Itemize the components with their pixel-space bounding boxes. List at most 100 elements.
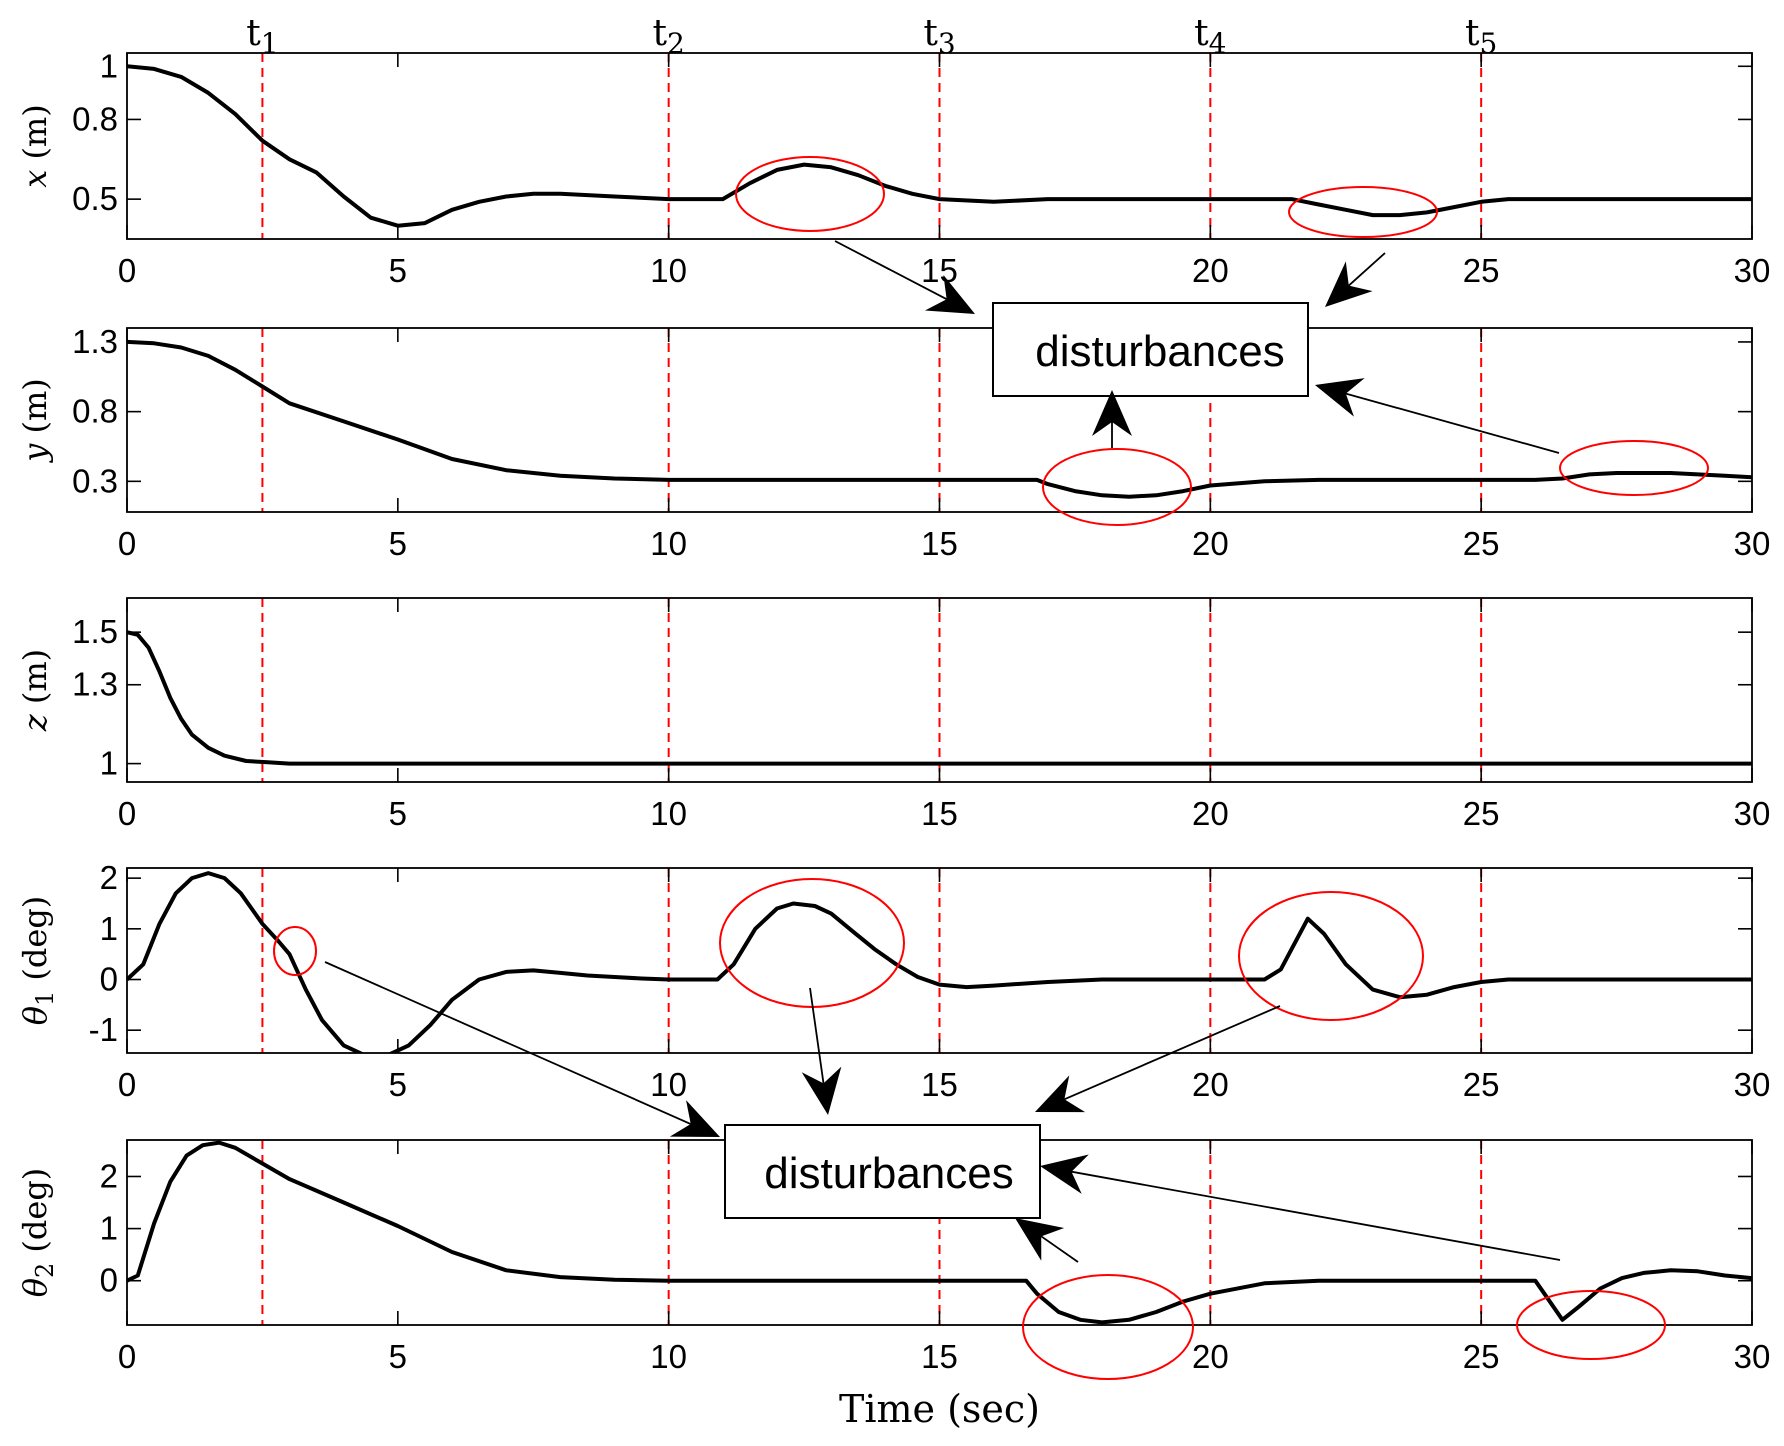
x-tick-label: 25 [1463,1066,1500,1103]
y-label-unit: (m) [16,104,54,169]
x-tick-label: 25 [1463,252,1500,289]
disturbance-ellipse [1238,891,1424,1021]
arrow-head [1315,378,1365,417]
vline-label-sub: 3 [938,27,956,60]
x-tick-label: 30 [1734,252,1771,289]
vline-label-t4: t4 [1194,13,1226,60]
x-tick-label: 5 [389,252,407,289]
arrow-shaft [324,961,692,1125]
x-tick-label: 25 [1463,525,1500,562]
y-tick-label: 1 [100,745,118,782]
disturbance-ellipse [1559,440,1709,496]
disturbance-ellipse [735,156,885,232]
arrow-head [1092,390,1132,436]
annotation-arrow [801,987,842,1115]
x-tick-label: 0 [118,795,136,832]
y-tick-label: 1 [100,910,118,947]
x-tick-label: 5 [389,1338,407,1375]
vline-label-base: t [1465,13,1480,54]
x-tick-label: 0 [118,1066,136,1103]
y-axis-label: x (m) [16,104,54,188]
x-tick-label: 20 [1192,1066,1229,1103]
x-tick-label: 5 [389,525,407,562]
disturbance-ellipse [273,926,317,976]
arrow-head [669,1100,720,1137]
y-axis-label: y (m) [16,378,54,464]
panel-1: 0 5 10 15 20 25 30 1 0.8 0.5 x (m) [16,47,1770,289]
y-label-unit: (deg) [16,1168,54,1263]
annotation-arrow [324,961,720,1137]
series-line [127,871,1752,1053]
arrow-head [1035,1075,1086,1113]
series-line [127,339,1752,499]
x-tick-label: 0 [118,525,136,562]
panel-2: 0 5 10 15 20 25 30 1.3 0.8 0.3 y (m) [16,323,1770,562]
y-tick-label: 2 [100,859,118,896]
vline-label-base: t [923,13,938,54]
vline-labels: t1 t2 t3 t4 t5 [246,13,1497,60]
x-tick-label: 30 [1734,1338,1771,1375]
disturbance-ellipse [1042,448,1192,526]
annotation-arrow [834,240,975,314]
vline-label-t1: t1 [246,13,278,60]
disturbances-label-1: disturbances [1035,327,1284,376]
disturbances-box-2 [724,1124,1041,1219]
arrow-head [1040,1154,1089,1194]
y-label-subscript: 2 [31,1263,59,1278]
x-tick-label: 10 [650,1066,687,1103]
y-tick-label: 1.5 [72,613,118,650]
annotation-arrow [1035,1005,1281,1113]
panel-3: 0 5 10 15 20 25 30 1.5 1.3 1 z (m) [16,597,1770,832]
series-line [127,630,1752,766]
vline-label-t3: t3 [923,13,955,60]
y-label-unit: (m) [16,649,54,714]
x-tick-label: 5 [389,795,407,832]
x-tick-label: 0 [118,1338,136,1375]
vline-label-sub: 4 [1209,27,1227,60]
x-tick-label: 15 [921,795,958,832]
arrow-head [801,1066,842,1115]
annotation-arrow [1325,252,1386,307]
x-tick-label: 10 [650,252,687,289]
vline-label-base: t [1194,13,1209,54]
x-tick-label: 15 [921,1066,958,1103]
vline-label-t5: t5 [1465,13,1497,60]
arrow-head [1015,1218,1065,1261]
y-tick-label: 0.8 [72,100,118,137]
annotation-arrow [1040,1154,1561,1261]
arrow-head [924,274,975,314]
x-tick-label: 10 [650,525,687,562]
disturbances-label-2: disturbances [764,1149,1013,1198]
vline-label-base: t [653,13,668,54]
arrow-shaft [1040,1235,1079,1263]
disturbance-ellipse [1022,1274,1194,1380]
y-tick-label: 1.3 [72,323,118,360]
x-tick-label: 20 [1192,795,1229,832]
y-tick-label: 1.3 [72,666,118,703]
vline-label-base: t [246,13,261,54]
y-tick-label: 1 [100,47,118,84]
y-tick-label: 0 [100,1262,118,1299]
annotation-arrow [1015,1218,1079,1263]
y-label-unit: (m) [16,378,54,443]
x-tick-label: 30 [1734,1066,1771,1103]
y-label-variable: x [16,170,54,188]
annotations: disturbances disturbances [273,156,1709,1380]
x-tick-label: 15 [921,525,958,562]
vline-label-sub: 5 [1479,27,1497,60]
x-tick-label: 25 [1463,1338,1500,1375]
y-tick-label: 1 [100,1210,118,1247]
y-tick-label: 2 [100,1157,118,1194]
y-label-variable: θ [16,1006,54,1025]
x-tick-label: 10 [650,795,687,832]
series-line [127,1140,1752,1325]
y-label-unit: (deg) [16,896,54,991]
arrow-shaft [834,240,948,301]
vline-label-sub: 2 [667,27,685,60]
disturbance-ellipse [1516,1290,1666,1360]
x-tick-label: 0 [118,252,136,289]
arrow-shaft [1345,392,1560,454]
